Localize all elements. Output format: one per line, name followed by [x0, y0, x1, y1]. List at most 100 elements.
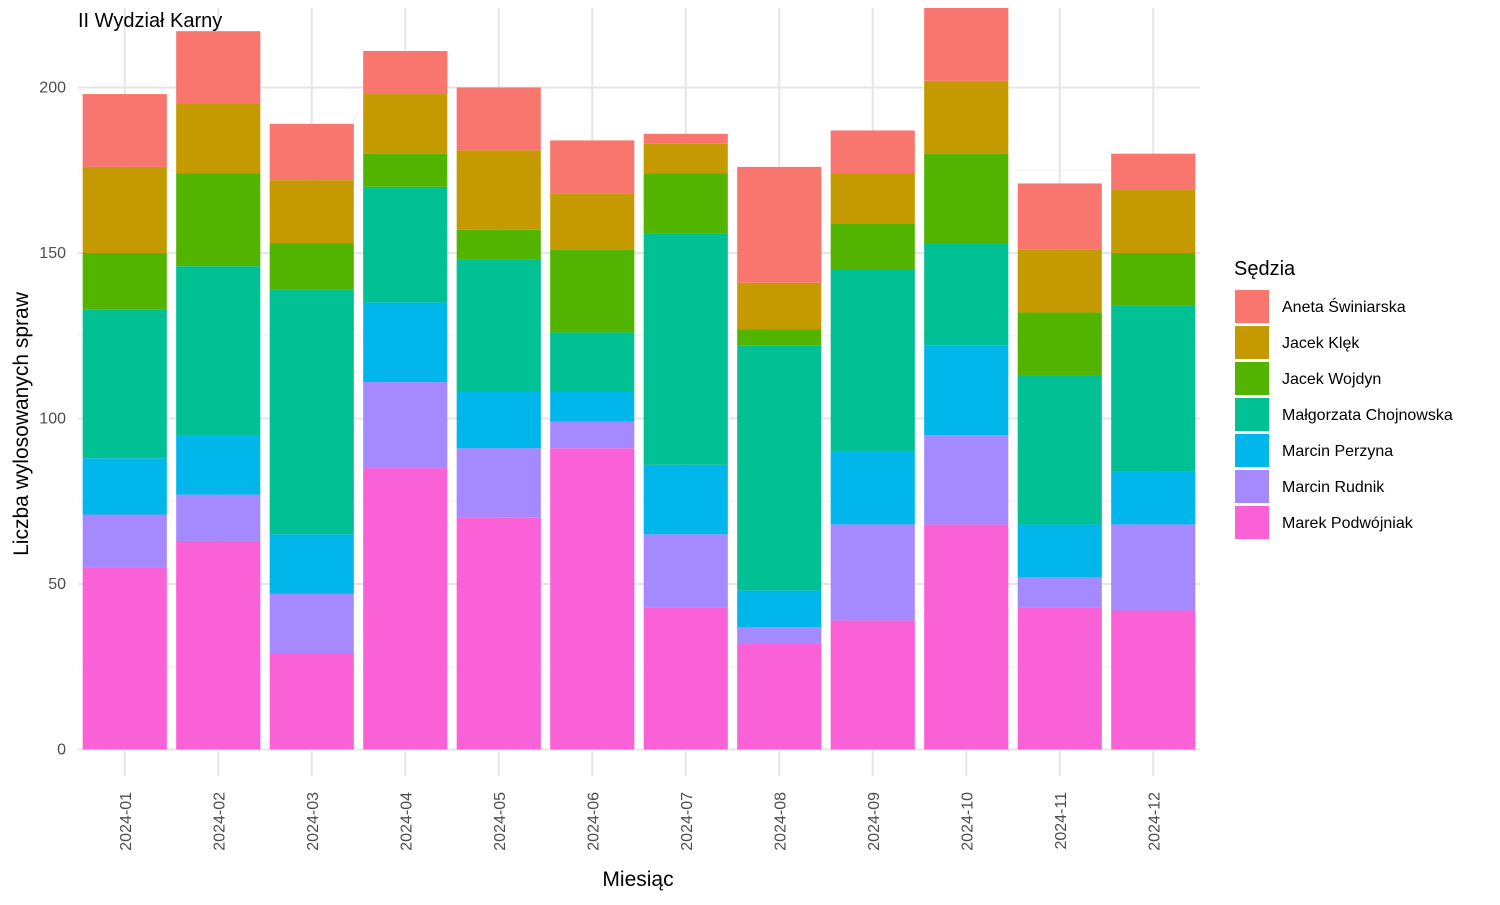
x-tick-label: 2024-05 — [492, 792, 509, 851]
bar-segment — [269, 289, 354, 535]
bar-segment — [830, 620, 915, 750]
bar-segment — [830, 223, 915, 270]
bar-segment — [1017, 524, 1102, 578]
y-tick-label: 0 — [57, 742, 66, 759]
bar-segment — [1017, 607, 1102, 750]
bar-segment — [643, 133, 728, 144]
x-tick-label: 2024-11 — [1053, 792, 1070, 850]
bar-segment — [924, 435, 1009, 525]
y-tick-label: 100 — [39, 410, 66, 427]
bar-segment — [82, 94, 167, 167]
legend-label: Aneta Świniarska — [1282, 297, 1406, 316]
bar-segment — [176, 31, 261, 105]
x-tick-label: 2024-02 — [211, 792, 228, 851]
bar-segment — [924, 243, 1009, 346]
y-tick-label: 50 — [48, 576, 66, 593]
bar-segment — [82, 567, 167, 750]
bar-segment — [1111, 153, 1196, 191]
bar-segments — [82, 8, 1196, 750]
legend-swatch — [1235, 290, 1269, 323]
bar-segment — [830, 269, 915, 452]
bar-segment — [456, 229, 541, 260]
x-tick-label: 2024-01 — [118, 792, 135, 851]
bar-segment — [456, 517, 541, 750]
bar-segment — [643, 607, 728, 750]
bar-segment — [456, 150, 541, 230]
y-axis-label: Liczba wylosowanych spraw — [10, 291, 33, 556]
bar-segment — [363, 382, 448, 469]
bar-segment — [1111, 610, 1196, 750]
bar-segment — [1111, 471, 1196, 525]
x-axis-label: Miesiąc — [602, 868, 673, 891]
legend-title: Sędzia — [1234, 258, 1296, 280]
bar-segment — [924, 8, 1009, 81]
legend-swatch — [1235, 362, 1269, 395]
bar-segment — [830, 451, 915, 525]
legend-swatch — [1235, 326, 1269, 359]
bar-segment — [737, 166, 822, 283]
bar-segment — [82, 252, 167, 310]
bar-segment — [1017, 183, 1102, 250]
x-tick-label: 2024-12 — [1146, 792, 1163, 851]
bar-segment — [924, 80, 1009, 154]
y-tick-label: 150 — [39, 245, 66, 262]
x-tick-label: 2024-09 — [866, 792, 883, 851]
legend-label: Marcin Rudnik — [1282, 479, 1385, 496]
legend-label: Marcin Perzyna — [1282, 443, 1393, 460]
legend-label: Małgorzata Chojnowska — [1282, 407, 1453, 424]
bar-segment — [737, 627, 822, 644]
bar-segment — [550, 421, 635, 449]
bar-segment — [924, 153, 1009, 244]
bar-segment — [176, 540, 261, 750]
bar-segment — [363, 302, 448, 383]
x-tick-label: 2024-10 — [959, 792, 976, 851]
bar-segment — [643, 173, 728, 234]
bar-segment — [176, 266, 261, 436]
bar-segment — [269, 180, 354, 244]
y-axis-ticks: 0 50 100 150 200 — [39, 79, 66, 758]
bar-segment — [643, 464, 728, 535]
bar-segment — [737, 282, 822, 330]
bar-segment — [456, 448, 541, 518]
bar-segment — [924, 524, 1009, 750]
bar-segment — [550, 448, 635, 750]
legend-label: Jacek Wojdyn — [1282, 371, 1381, 388]
x-tick-label: 2024-07 — [679, 792, 696, 851]
bar-segment — [269, 653, 354, 750]
bar-segment — [176, 173, 261, 267]
bar-segment — [82, 166, 167, 253]
bar-segment — [830, 524, 915, 621]
bar-segment — [456, 87, 541, 151]
legend-label: Marek Podwójniak — [1282, 515, 1414, 532]
bar-segment — [363, 468, 448, 750]
bar-segment — [82, 514, 167, 568]
bar-segment — [1017, 249, 1102, 313]
legend-swatch — [1235, 506, 1269, 539]
bar-segment — [550, 332, 635, 392]
bar-segment — [269, 243, 354, 290]
x-tick-label: 2024-04 — [398, 792, 415, 851]
bar-segment — [363, 153, 448, 187]
bar-segment — [550, 193, 635, 250]
bar-segment — [269, 123, 354, 181]
x-tick-label: 2024-08 — [772, 792, 789, 851]
bar-segment — [1017, 312, 1102, 376]
legend-label: Jacek Klęk — [1282, 335, 1360, 352]
legend-swatch — [1235, 434, 1269, 467]
bar-segment — [456, 392, 541, 449]
legend: Sędzia Aneta Świniarska Jacek Klęk Jacek W… — [1234, 258, 1453, 539]
bar-segment — [830, 130, 915, 174]
bar-segment — [363, 51, 448, 95]
bar-segment — [737, 345, 822, 591]
x-tick-label: 2024-03 — [305, 792, 322, 851]
bar-segment — [737, 590, 822, 628]
bar-segment — [363, 94, 448, 154]
bar-segment — [830, 173, 915, 224]
bar-segment — [737, 329, 822, 346]
bar-segment — [269, 593, 354, 654]
x-axis-ticks: 2024-01 2024-02 2024-03 2024-04 2024-05 2024-… — [118, 792, 1164, 851]
bar-segment — [643, 534, 728, 608]
bar-segment — [82, 458, 167, 515]
chart-title: II Wydział Karny — [78, 10, 222, 32]
x-tick-label: 2024-06 — [585, 792, 602, 851]
